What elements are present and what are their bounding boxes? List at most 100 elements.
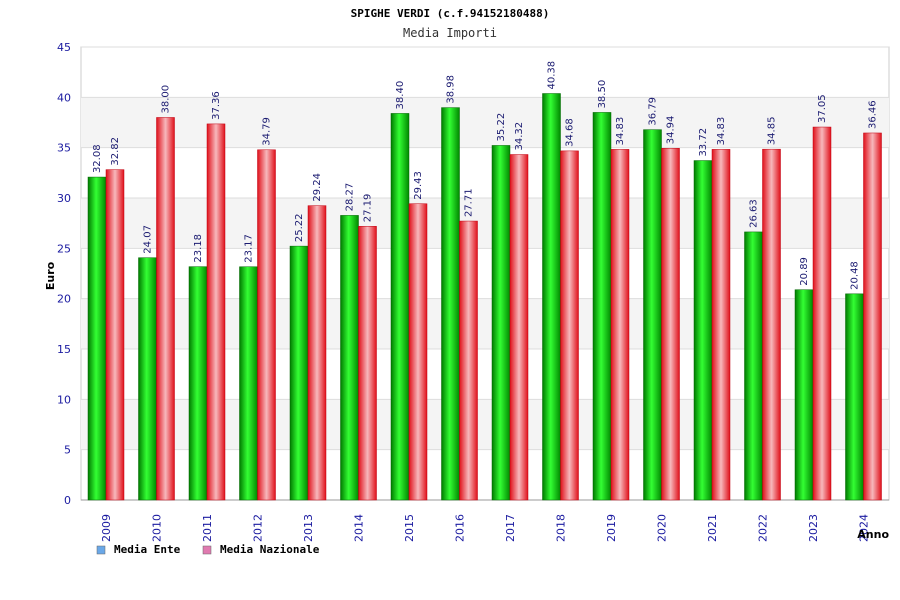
- x-tick-label: 2010: [151, 514, 164, 542]
- x-tick-label: 2022: [757, 514, 770, 542]
- legend-label: Media Nazionale: [220, 543, 320, 556]
- x-tick-label: 2020: [656, 514, 669, 542]
- bar-media-nazionale: [105, 169, 125, 501]
- bar-media-ente: [542, 93, 561, 501]
- bar-media-nazionale: [408, 203, 428, 501]
- value-label: 23.17: [244, 234, 255, 263]
- value-label: 24.07: [143, 225, 154, 254]
- value-label: 20.48: [850, 261, 861, 290]
- value-label: 36.46: [868, 100, 879, 129]
- bar-media-ente: [794, 289, 814, 501]
- legend-swatch: [202, 545, 212, 555]
- x-tick-label: 2018: [555, 514, 568, 542]
- bar-media-ente: [340, 215, 359, 501]
- bar-media-ente: [643, 129, 662, 501]
- x-tick-label: 2015: [403, 514, 416, 542]
- value-label: 32.82: [110, 137, 121, 166]
- bar-media-ente: [239, 266, 258, 501]
- bar-media-ente: [845, 293, 864, 501]
- y-tick-label: 10: [57, 393, 71, 406]
- value-label: 33.72: [698, 128, 709, 157]
- x-axis-ticks: 2009 2010 2011 2012 2013 2014 2015 2016 2017 2018…: [100, 514, 871, 542]
- value-label: 34.83: [615, 117, 626, 146]
- x-tick-label: 2023: [807, 514, 820, 542]
- bar-media-nazionale: [560, 150, 579, 501]
- bar-media-nazionale: [459, 220, 478, 501]
- value-label: 40.38: [547, 61, 558, 90]
- bar-media-ente: [87, 176, 107, 501]
- legend: Media Ente Media Nazionale: [96, 543, 320, 556]
- value-label: 38.50: [597, 80, 608, 109]
- y-axis-ticks: 0 5 10 15 20 25 30 35 40 45: [57, 41, 71, 507]
- y-axis-label: Euro: [44, 261, 57, 290]
- bar-media-nazionale: [762, 148, 781, 501]
- bar-media-ente: [289, 245, 309, 501]
- value-label: 28.27: [345, 183, 356, 212]
- value-label: 29.43: [413, 171, 424, 200]
- legend-label: Media Ente: [114, 543, 181, 556]
- bar-media-nazionale: [509, 154, 529, 501]
- y-tick-label: 25: [57, 242, 71, 255]
- value-label: 34.79: [262, 117, 273, 146]
- x-tick-label: 2013: [302, 514, 315, 542]
- value-label: 38.00: [161, 85, 172, 114]
- x-tick-label: 2021: [706, 514, 719, 542]
- x-tick-label: 2011: [201, 514, 214, 542]
- x-axis-label: Anno: [857, 528, 889, 541]
- value-label: 25.22: [294, 213, 305, 242]
- bar-media-nazionale: [711, 149, 731, 501]
- value-label: 23.18: [193, 234, 204, 263]
- value-label: 27.19: [363, 194, 374, 223]
- bar-media-nazionale: [661, 148, 680, 501]
- bar-media-ente: [390, 113, 410, 501]
- x-tick-label: 2014: [353, 514, 366, 542]
- y-tick-label: 0: [64, 494, 71, 507]
- value-label: 34.68: [565, 118, 576, 147]
- bar-media-ente: [188, 266, 208, 501]
- value-label: 20.89: [799, 257, 810, 286]
- bar-media-ente: [693, 160, 713, 501]
- y-tick-label: 20: [57, 293, 71, 306]
- bar-media-ente: [441, 107, 460, 501]
- value-label: 34.85: [767, 117, 778, 146]
- x-tick-label: 2012: [252, 514, 265, 542]
- bar-media-nazionale: [257, 149, 276, 501]
- x-tick-label: 2009: [100, 514, 113, 542]
- bar-media-nazionale: [358, 226, 377, 501]
- y-tick-label: 5: [64, 444, 71, 457]
- value-label: 38.98: [446, 75, 457, 104]
- value-label: 27.71: [464, 188, 475, 217]
- value-label: 26.63: [749, 199, 760, 228]
- x-tick-label: 2017: [504, 514, 517, 542]
- value-label: 38.40: [395, 81, 406, 110]
- value-label: 37.05: [817, 94, 828, 123]
- bar-media-ente: [138, 257, 157, 501]
- y-tick-label: 35: [57, 142, 71, 155]
- bar-media-nazionale: [307, 205, 327, 501]
- bar-media-nazionale: [863, 132, 882, 501]
- value-labels: 32.08 32.82 24.07 38.00 23.18 37.36 23.17 34.79…: [92, 61, 879, 290]
- y-tick-label: 15: [57, 343, 71, 356]
- chart-subtitle: Media Importi: [403, 26, 497, 40]
- value-label: 34.32: [514, 122, 525, 151]
- x-tick-label: 2016: [454, 514, 467, 542]
- bar-media-ente: [592, 112, 612, 501]
- x-tick-label: 2019: [605, 514, 618, 542]
- bar-media-nazionale: [206, 123, 226, 501]
- bar-media-nazionale: [156, 117, 175, 501]
- legend-swatch: [96, 545, 106, 555]
- y-tick-label: 45: [57, 41, 71, 54]
- value-label: 32.08: [92, 144, 103, 173]
- y-tick-label: 30: [57, 192, 71, 205]
- value-label: 35.22: [496, 113, 507, 142]
- value-label: 34.83: [716, 117, 727, 146]
- bar-media-nazionale: [610, 149, 630, 501]
- x-tick-label: 2024: [858, 514, 871, 542]
- value-label: 34.94: [666, 116, 677, 145]
- bar-media-ente: [744, 231, 763, 501]
- bar-media-nazionale: [812, 126, 832, 501]
- chart-title: SPIGHE VERDI (c.f.94152180488): [351, 7, 550, 20]
- bars: [87, 93, 882, 501]
- value-label: 29.24: [312, 173, 323, 202]
